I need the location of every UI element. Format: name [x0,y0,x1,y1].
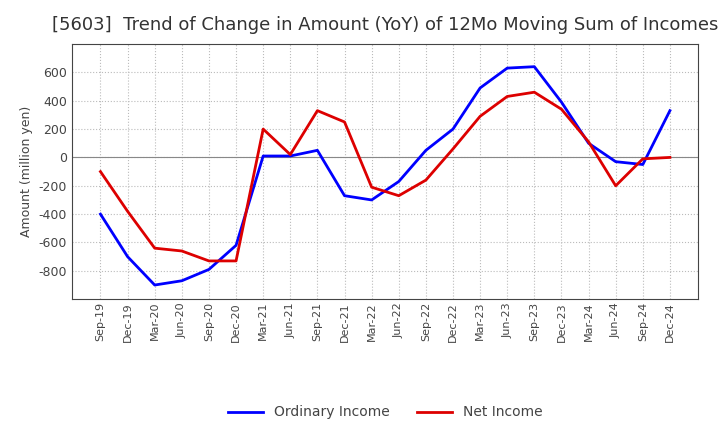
Ordinary Income [476,85,485,91]
Net Income [259,126,268,132]
Ordinary Income [232,243,240,248]
Ordinary Income [286,154,294,159]
Title: [5603]  Trend of Change in Amount (YoY) of 12Mo Moving Sum of Incomes: [5603] Trend of Change in Amount (YoY) o… [52,16,719,34]
Net Income [557,106,566,112]
Ordinary Income [530,64,539,70]
Net Income [286,152,294,157]
Net Income [313,108,322,113]
Net Income [639,156,647,161]
Net Income [584,139,593,144]
Ordinary Income [313,148,322,153]
Net Income [341,119,349,125]
Net Income [150,246,159,251]
Net Income [204,258,213,264]
Net Income [178,248,186,253]
Ordinary Income [178,278,186,283]
Line: Ordinary Income: Ordinary Income [101,67,670,285]
Ordinary Income [449,126,457,132]
Net Income [611,183,620,188]
Ordinary Income [204,267,213,272]
Legend: Ordinary Income, Net Income: Ordinary Income, Net Income [222,400,548,425]
Net Income [449,146,457,151]
Ordinary Income [421,148,430,153]
Net Income [395,193,403,198]
Line: Net Income: Net Income [101,92,670,261]
Ordinary Income [557,99,566,105]
Net Income [96,169,105,174]
Ordinary Income [96,212,105,217]
Net Income [476,114,485,119]
Ordinary Income [639,162,647,167]
Ordinary Income [665,108,674,113]
Net Income [367,184,376,190]
Ordinary Income [503,66,511,71]
Y-axis label: Amount (million yen): Amount (million yen) [20,106,33,237]
Net Income [123,209,132,214]
Ordinary Income [584,141,593,146]
Ordinary Income [341,193,349,198]
Ordinary Income [395,179,403,184]
Net Income [232,258,240,264]
Ordinary Income [150,282,159,288]
Ordinary Income [259,154,268,159]
Ordinary Income [123,254,132,259]
Ordinary Income [611,159,620,164]
Net Income [503,94,511,99]
Ordinary Income [367,197,376,202]
Net Income [665,155,674,160]
Net Income [530,90,539,95]
Net Income [421,177,430,183]
